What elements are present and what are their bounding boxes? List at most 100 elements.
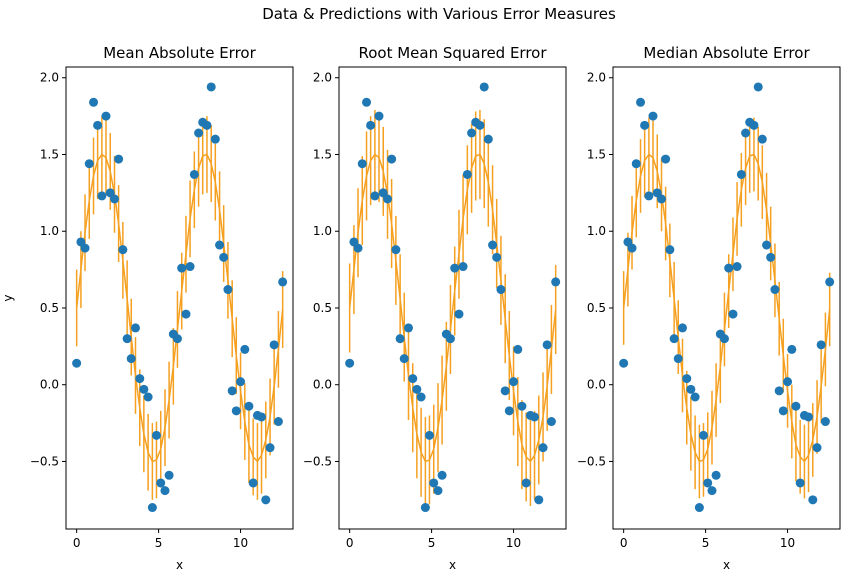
data-point: [728, 309, 738, 319]
prediction-line: [622, 153, 831, 463]
data-point: [619, 358, 629, 368]
data-point: [762, 240, 772, 250]
data-point: [686, 384, 696, 394]
y-tick-label: 0.0: [40, 378, 59, 392]
data-point: [177, 263, 187, 273]
data-point: [383, 194, 393, 204]
data-point: [454, 309, 464, 319]
data-point: [84, 159, 94, 169]
figure-suptitle: Data & Predictions with Various Error Me…: [262, 5, 616, 23]
data-point: [126, 354, 136, 364]
y-tick-label: 2.0: [313, 71, 332, 85]
data-point: [437, 470, 447, 480]
data-point: [732, 262, 742, 272]
x-axis-label: x: [449, 558, 456, 572]
data-point: [151, 430, 161, 440]
data-point: [261, 495, 271, 505]
data-point: [244, 401, 254, 411]
data-point: [517, 401, 527, 411]
y-tick-label: 1.5: [40, 147, 59, 161]
prediction-line: [75, 153, 284, 463]
data-point: [825, 277, 835, 287]
x-tick-label: 0: [73, 536, 81, 550]
data-point: [694, 503, 704, 513]
x-tick-label: 0: [346, 536, 354, 550]
x-axis-label: x: [176, 558, 183, 572]
data-point: [147, 503, 157, 513]
data-point: [130, 323, 140, 333]
data-point: [816, 340, 826, 350]
y-tick-label: 0.5: [40, 301, 59, 315]
x-tick-label: 0: [620, 536, 628, 550]
data-point: [640, 120, 650, 130]
data-point: [534, 495, 544, 505]
data-point: [677, 323, 687, 333]
data-point: [707, 486, 717, 496]
data-point: [631, 159, 641, 169]
data-point: [521, 478, 531, 488]
data-point: [236, 377, 246, 387]
data-point: [114, 154, 124, 164]
data-point: [538, 443, 548, 453]
y-tick-label: 1.0: [40, 224, 59, 238]
data-point: [483, 134, 493, 144]
data-point: [657, 194, 667, 204]
data-point: [703, 478, 713, 488]
data-point: [278, 277, 288, 287]
data-point: [399, 354, 409, 364]
data-point: [93, 120, 103, 130]
data-point: [387, 154, 397, 164]
data-point: [424, 430, 434, 440]
data-point: [774, 386, 784, 396]
data-point: [530, 412, 540, 422]
data-point: [395, 334, 405, 344]
data-point: [458, 262, 468, 272]
data-point: [500, 386, 510, 396]
x-tick-label: 10: [506, 536, 521, 550]
data-point: [450, 263, 460, 273]
prediction-line: [348, 153, 557, 463]
data-point: [429, 478, 439, 488]
data-point: [89, 97, 99, 107]
data-point: [504, 406, 514, 416]
x-tick-label: 5: [702, 536, 710, 550]
data-point: [164, 470, 174, 480]
data-point: [669, 334, 679, 344]
data-point: [783, 377, 793, 387]
data-point: [353, 243, 363, 253]
data-point: [416, 392, 426, 402]
data-point: [189, 169, 199, 179]
axes-frame: [338, 66, 567, 530]
data-point: [711, 470, 721, 480]
data-point: [787, 344, 797, 354]
data-point: [412, 384, 422, 394]
data-point: [219, 252, 229, 262]
data-point: [462, 169, 472, 179]
data-point: [820, 417, 830, 427]
subplot-title: Root Mean Squared Error: [358, 44, 547, 62]
data-point: [546, 417, 556, 427]
data-point: [719, 334, 729, 344]
data-point: [648, 111, 658, 121]
data-point: [240, 344, 250, 354]
data-point: [479, 82, 489, 92]
data-point: [673, 354, 683, 364]
y-tick-label: 0.0: [313, 378, 332, 392]
data-point: [139, 384, 149, 394]
data-point: [181, 309, 191, 319]
data-point: [778, 406, 788, 416]
y-axis-label: y: [1, 294, 15, 301]
data-point: [551, 277, 561, 287]
data-point: [374, 111, 384, 121]
data-point: [269, 340, 279, 350]
y-tick-label: 1.5: [587, 147, 606, 161]
data-point: [467, 128, 477, 138]
data-point: [542, 340, 552, 350]
data-point: [627, 243, 637, 253]
data-point: [724, 263, 734, 273]
data-point: [345, 358, 355, 368]
y-tick-label: 1.0: [313, 224, 332, 238]
data-point: [370, 191, 380, 201]
subplot-2: Root Mean Squared Error 0 5 10 −0.5 0.0 0.5 1.0…: [303, 44, 567, 572]
data-point: [202, 120, 212, 130]
